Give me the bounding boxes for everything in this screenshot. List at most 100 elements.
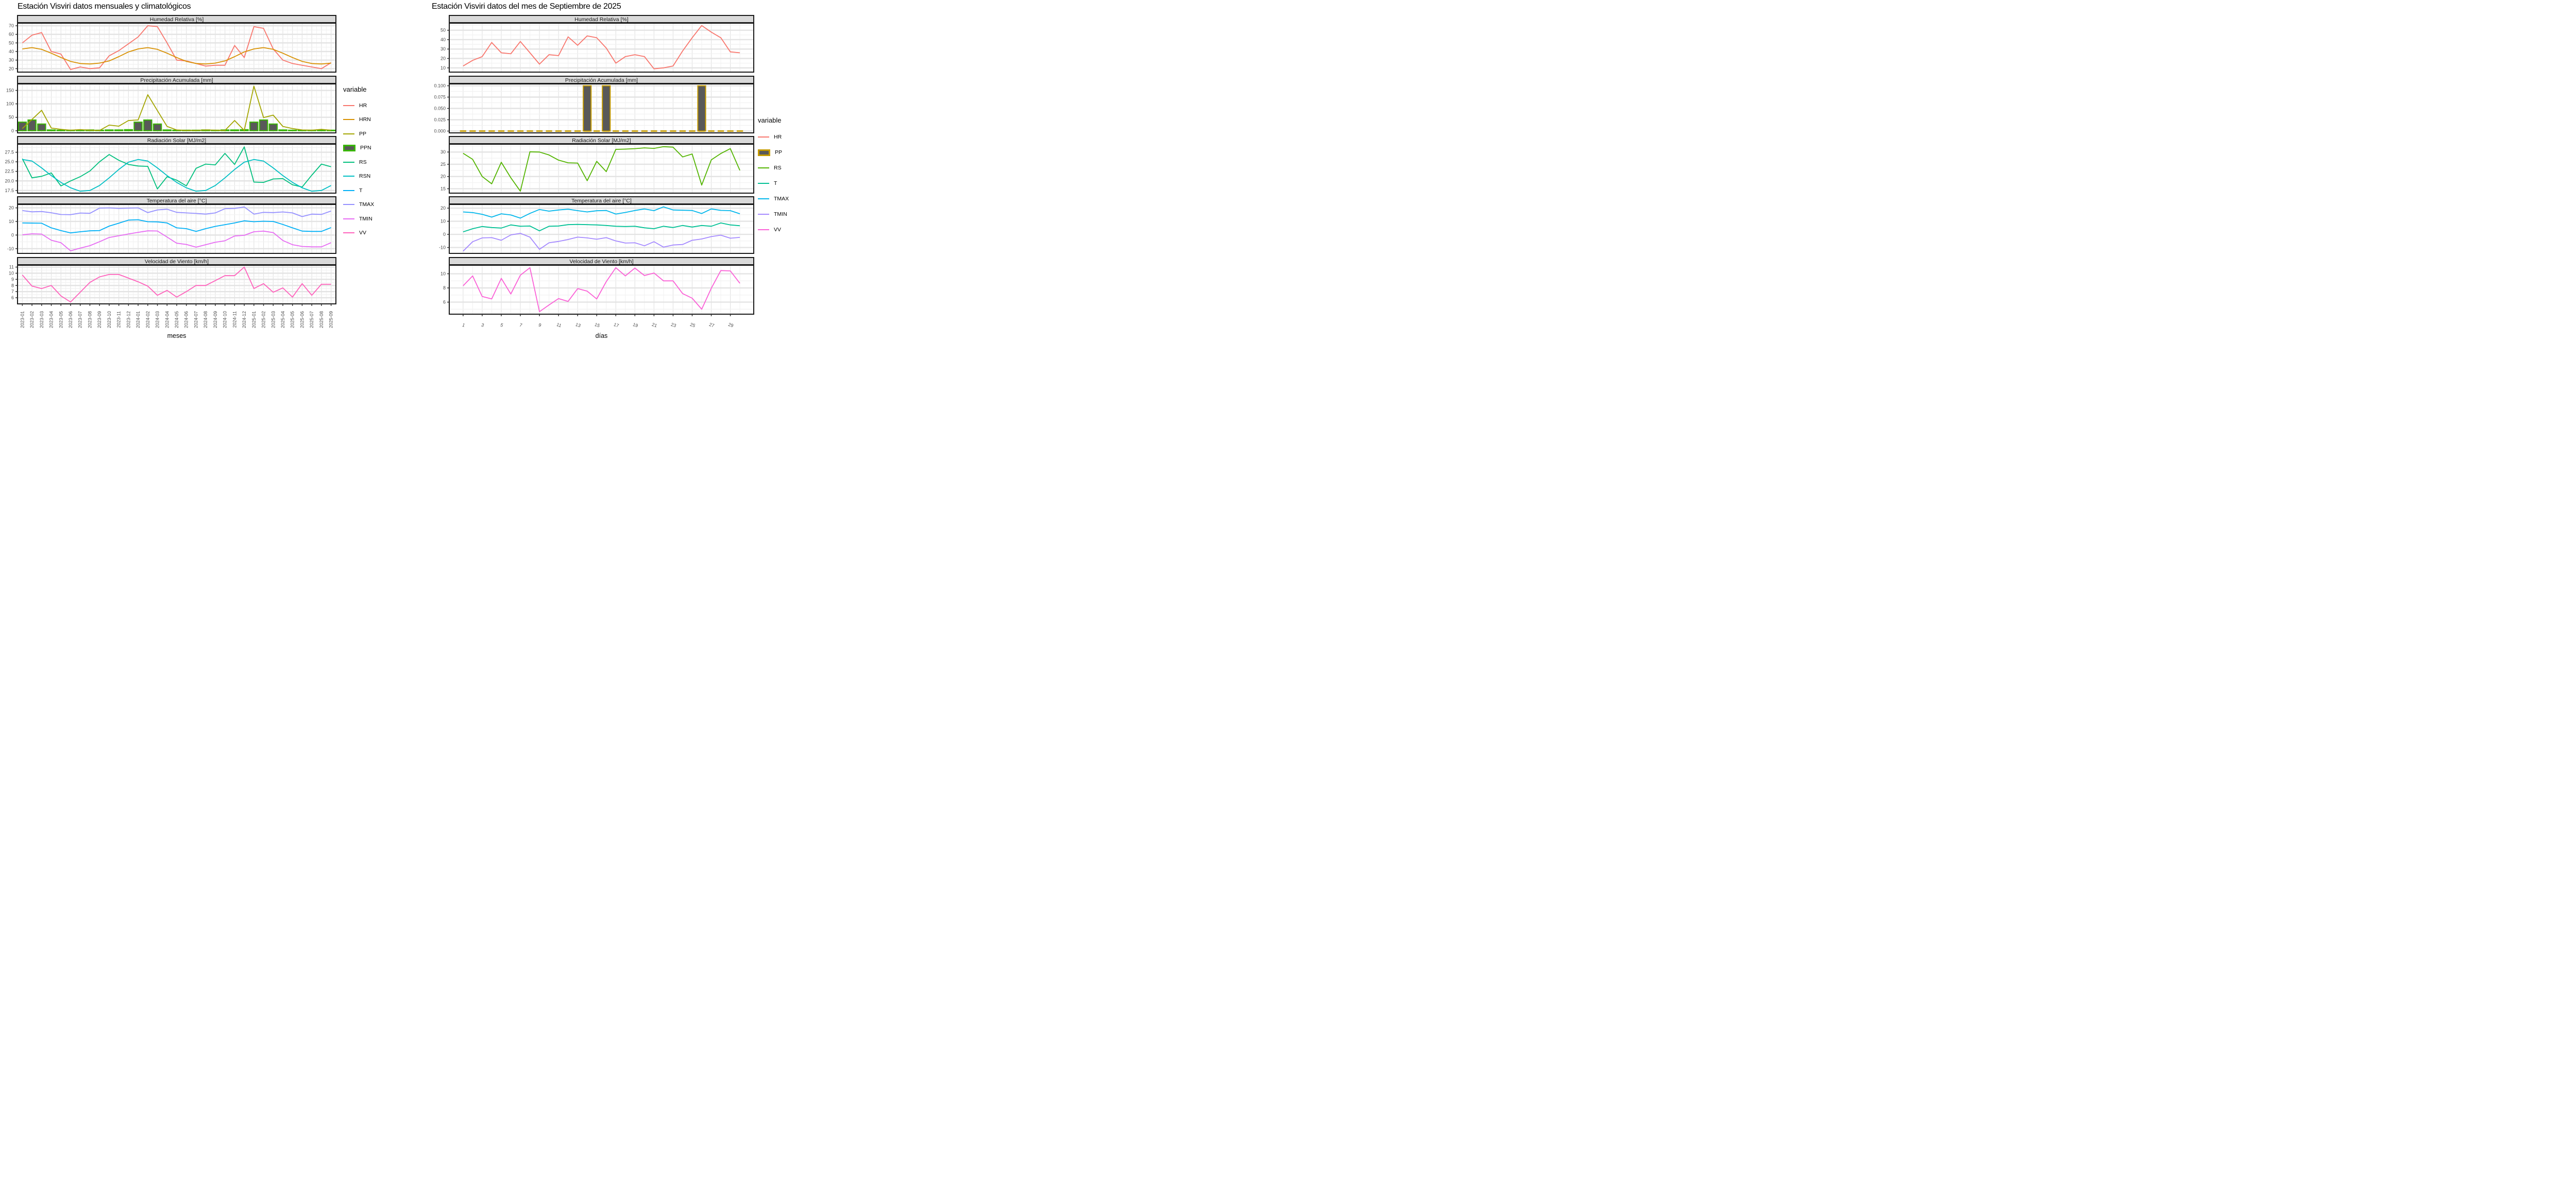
y-tick-label: 60 xyxy=(9,32,14,37)
panel-0: Humedad Relativa [%] 10 20 30 40 50 xyxy=(440,15,754,73)
x-tick-label: 2025-09 xyxy=(329,311,334,328)
x-tick-label: 2023-04 xyxy=(49,311,54,328)
panel-strip xyxy=(449,15,754,23)
legend-line-key-icon xyxy=(343,190,354,191)
y-tick-label: 25.0 xyxy=(5,159,14,164)
x-tick-label: 2023-06 xyxy=(68,311,73,328)
y-tick-label: 6 xyxy=(11,295,14,300)
legend-line-key-icon xyxy=(758,229,769,230)
chart-daily-x-axis-title: días xyxy=(595,332,608,339)
horizontal-gridlines xyxy=(18,25,336,70)
panel-background xyxy=(449,204,754,253)
legend-item-VV: VV xyxy=(758,222,789,237)
panel-title: Humedad Relativa [%] xyxy=(150,16,204,23)
y-tick-label: 0 xyxy=(11,128,14,133)
y-tick-label: 30 xyxy=(440,149,446,155)
panel-title: Humedad Relativa [%] xyxy=(574,16,629,23)
legend-item-PP: PP xyxy=(758,145,789,160)
y-tick-label: 0.050 xyxy=(434,106,446,111)
x-tick-label: 2025-06 xyxy=(299,311,304,328)
y-tick-label: 50 xyxy=(9,115,14,120)
legend-line-key-icon xyxy=(343,218,354,219)
y-tick-label: 20 xyxy=(440,56,446,61)
y-tick-label: 7 xyxy=(11,289,14,294)
legend-item-PP: PP xyxy=(343,127,374,141)
legend-title: variable xyxy=(343,85,367,93)
bars-PP xyxy=(583,85,706,132)
legend-item-HR: HR xyxy=(758,129,789,145)
panel-strip xyxy=(449,136,754,144)
x-tick-label: 2023-08 xyxy=(87,311,92,328)
series-PP xyxy=(22,85,331,131)
series-T xyxy=(463,222,740,233)
y-tick-label: 30 xyxy=(440,46,446,52)
series-TMIN xyxy=(22,230,331,251)
chart-monthly-plot: Humedad Relativa [%]203040506070Precipit… xyxy=(5,15,336,328)
panel-title: Temperatura del aire [°C] xyxy=(147,198,207,204)
x-tick-label: 2024-03 xyxy=(155,311,160,328)
legend-item-label: PPN xyxy=(360,145,371,151)
y-tick-label: 20 xyxy=(440,205,446,211)
y-tick-label: 70 xyxy=(9,23,14,28)
panel-strip xyxy=(17,15,336,23)
legend-item-TMAX: TMAX xyxy=(343,198,374,212)
legend-item-label: PP xyxy=(359,130,367,137)
x-tick-label: 2024-05 xyxy=(174,311,179,328)
y-tick-label: 100 xyxy=(6,101,14,107)
y-tick-label: 0 xyxy=(11,232,14,237)
y-tick-label: 0.000 xyxy=(434,128,446,133)
x-tick-label: 2024-09 xyxy=(213,311,218,328)
series-VV xyxy=(22,266,331,303)
x-tick-label: 5 xyxy=(500,322,504,328)
x-tick-label: 2023-05 xyxy=(58,311,63,328)
x-tick-label: 2025-05 xyxy=(290,311,295,328)
y-tick-label: 50 xyxy=(440,28,446,33)
panel-2: Radiación Solar [MJ/m2] 15 20 25 30 xyxy=(440,136,754,194)
legend-item-T: T xyxy=(343,183,374,198)
horizontal-gridlines xyxy=(18,266,336,301)
panel-1: Precipitación Acumulada [mm] 0.000 0.025 0.… xyxy=(434,76,754,133)
x-tick-label: 21 xyxy=(651,322,658,329)
x-tick-label: 2025-07 xyxy=(309,311,314,328)
chart-daily-legend: variable HR PP RS T TMAX TMIN VV xyxy=(758,116,789,237)
panel-strip xyxy=(17,196,336,204)
y-tick-label: 27.5 xyxy=(5,150,14,155)
y-tick-label: 150 xyxy=(6,88,14,93)
legend-item-label: RS xyxy=(359,159,367,165)
y-tick-label: 50 xyxy=(9,40,14,45)
y-tick-label: 10 xyxy=(9,219,14,224)
legend-line-key-icon xyxy=(758,214,769,215)
y-tick-label: 0.025 xyxy=(434,117,446,122)
x-tick-label: 2024-02 xyxy=(145,311,150,328)
series-HRN xyxy=(22,47,331,65)
x-tick-label: 2023-10 xyxy=(107,311,112,328)
legend-item-VV: VV xyxy=(343,226,374,241)
x-tick-label: 2025-02 xyxy=(261,311,266,328)
y-tick-label: 9 xyxy=(11,277,14,282)
legend-item-label: VV xyxy=(359,230,367,236)
legend-item-label: RSN xyxy=(359,173,371,180)
panel-title: Velocidad de Viento [km/h] xyxy=(145,259,209,265)
y-tick-label: 17.5 xyxy=(5,188,14,193)
x-tick-label: 7 xyxy=(519,322,523,328)
chart-monthly-legend: variable HR HRN PP PPN RS RSN T TMAX TMIN VV xyxy=(343,85,374,240)
legend-item-label: T xyxy=(359,187,363,194)
legend-item-label: RS xyxy=(774,165,782,171)
x-axis: 1 3 5 7 9 11 13 15 17 19 21 23 25 27 29 xyxy=(462,314,734,328)
y-tick-label: 30 xyxy=(9,58,14,63)
chart-monthly-x-axis-title: meses xyxy=(167,332,187,339)
legend-line-key-icon xyxy=(758,167,769,168)
legend-item-label: PP xyxy=(775,149,783,156)
panel-strip xyxy=(17,257,336,265)
legend-line-key-icon xyxy=(758,136,769,138)
y-tick-label: 22.5 xyxy=(5,169,14,174)
panel-2: Radiación Solar [MJ/m2] 17.5 20.0 22.5 25.0 2… xyxy=(5,136,336,194)
x-tick-label: 17 xyxy=(613,322,620,329)
legend-item-label: HR xyxy=(774,134,782,140)
x-tick-label: 2024-11 xyxy=(232,311,237,328)
legend-line-key-icon xyxy=(758,198,769,199)
legend-bar-key-icon xyxy=(343,144,355,151)
figure-canvas: Estación Visviri datos mensuales y clima… xyxy=(0,0,808,341)
panel-strip xyxy=(449,196,754,204)
y-tick-label: 8 xyxy=(11,283,14,288)
